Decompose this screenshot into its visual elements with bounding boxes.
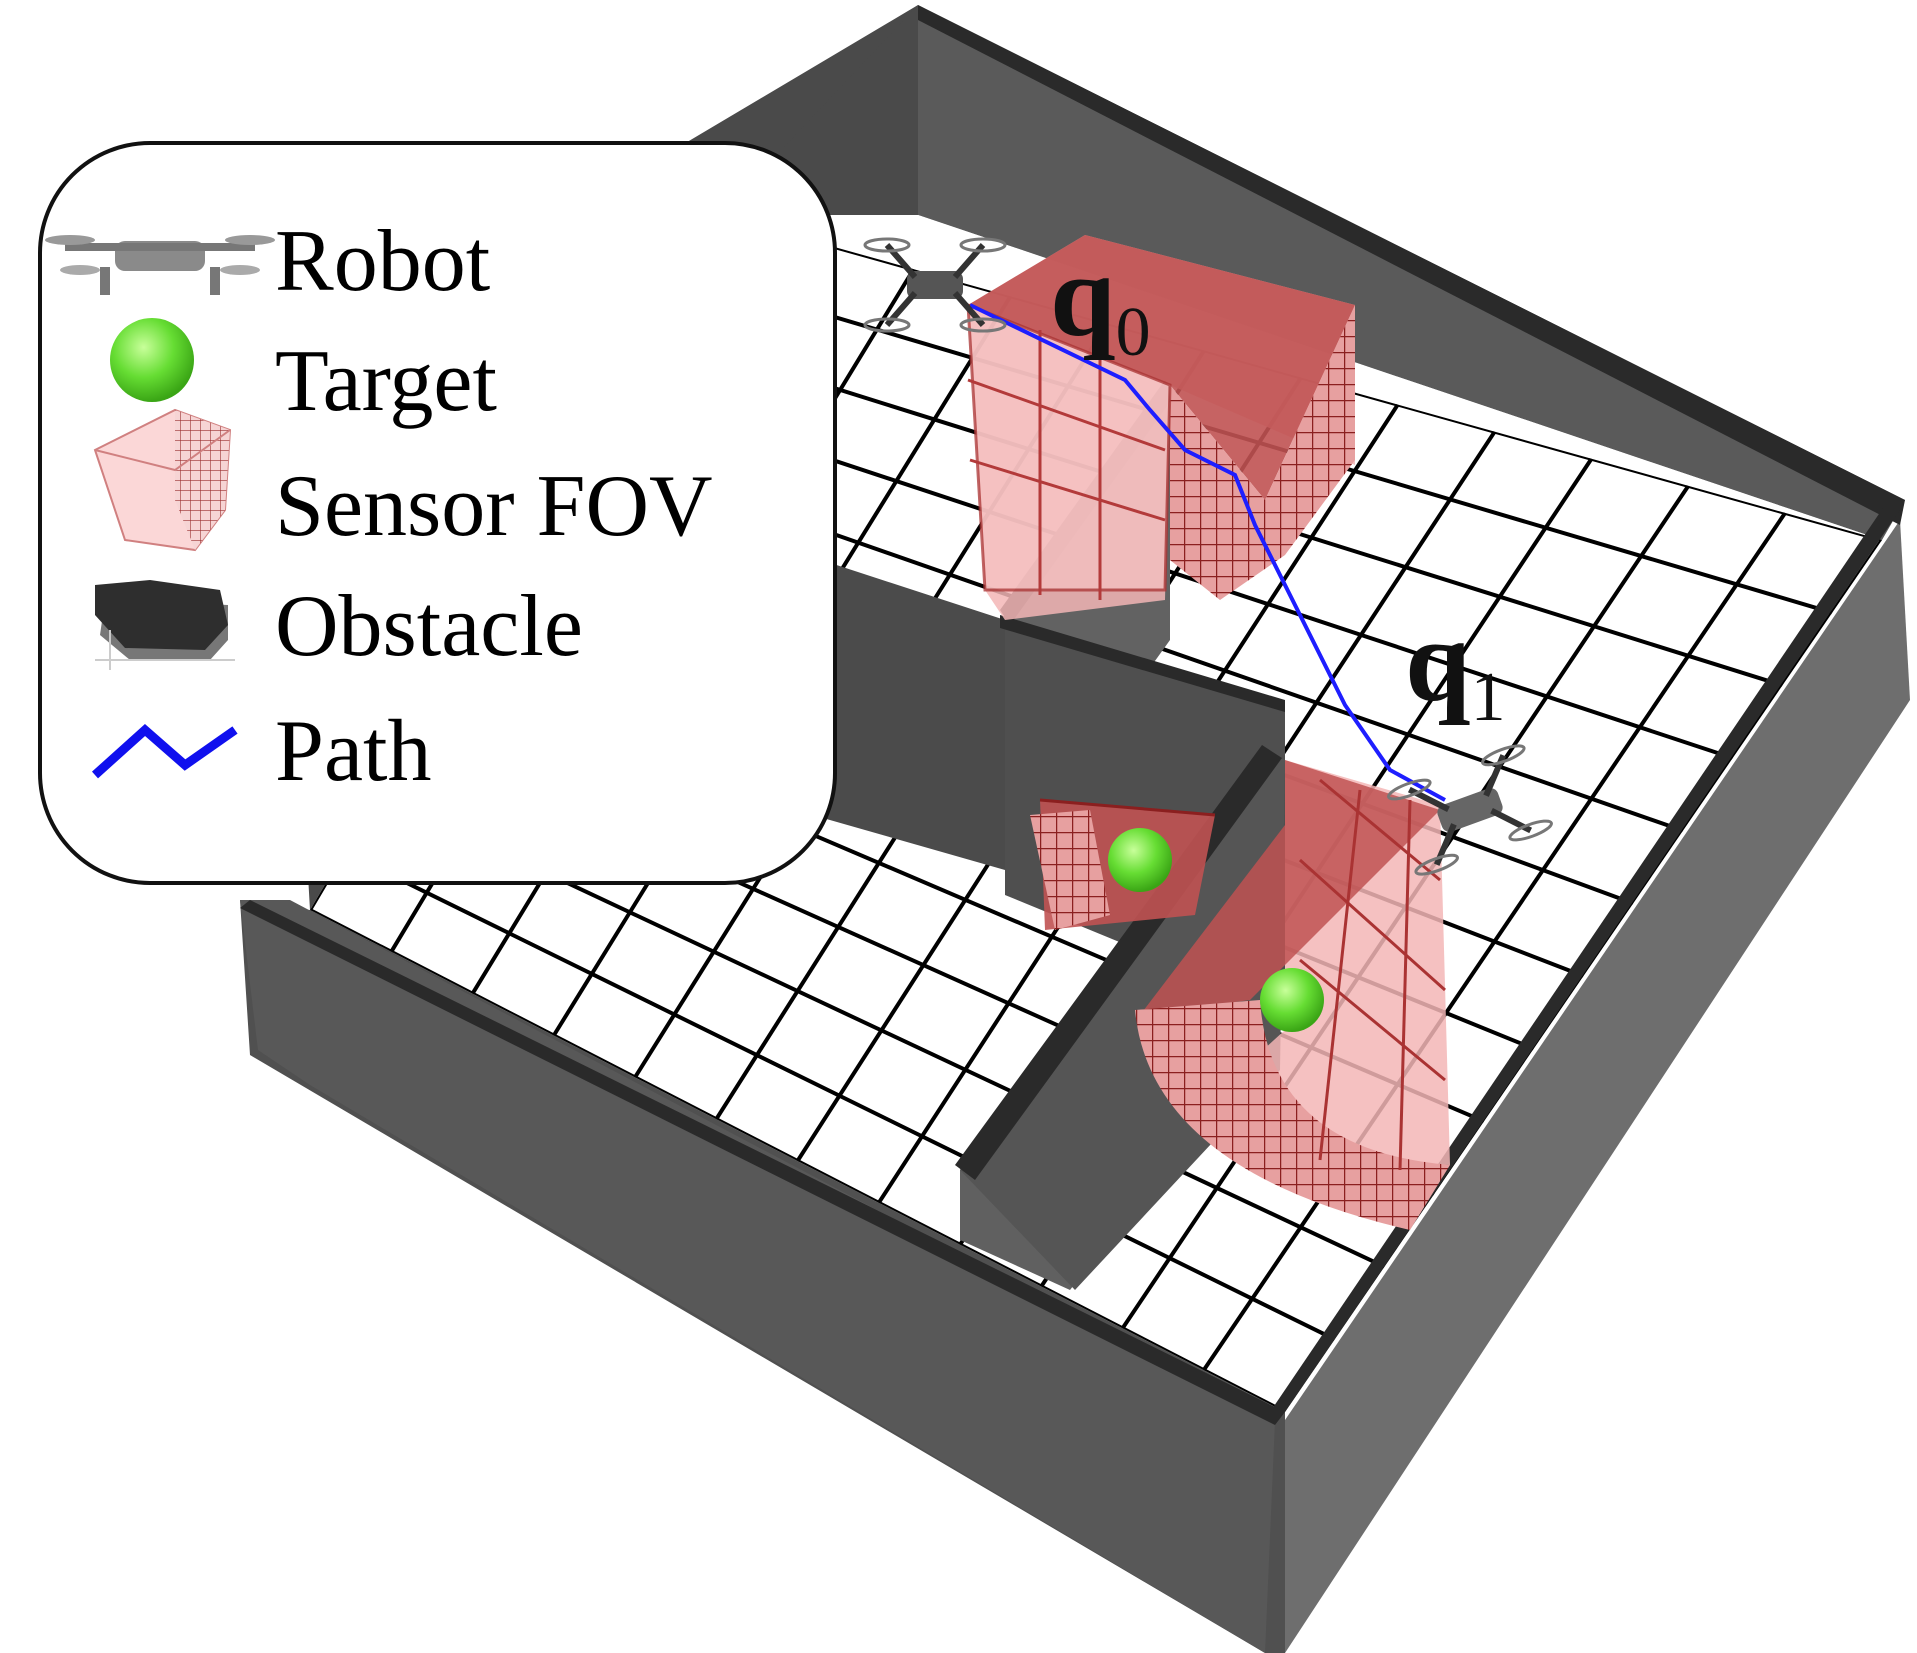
legend-label-path: Path (275, 703, 431, 800)
green-sphere-icon (110, 318, 194, 402)
outer-wall-right-face (1285, 520, 1910, 1653)
config-label-q0: q0 (1050, 230, 1151, 371)
config-label-q1: q1 (1405, 595, 1506, 736)
legend-label-obstacle: Obstacle (275, 578, 583, 675)
obstacle-icon (95, 580, 235, 670)
target-sphere-a (1108, 828, 1172, 892)
drone-q0 (863, 237, 1007, 333)
inner-wall-lower-vertical-side (960, 750, 1285, 1290)
outer-wall-left-face (240, 900, 1275, 1653)
drone-q1 (1387, 744, 1553, 876)
legend-box (38, 141, 837, 885)
legend: Robot Target Sensor FOV Obstacle Path (38, 141, 837, 885)
drone-icon (45, 235, 275, 295)
legend-label-sensor-fov: Sensor FOV (275, 458, 713, 555)
target-sphere-b (1260, 968, 1324, 1032)
path-line-icon (91, 723, 238, 779)
outer-wall-rim-right (918, 5, 1905, 525)
outer-wall-rim-front-left (240, 900, 1285, 1425)
sensor-fov-q1 (1135, 760, 1450, 1230)
robot-path (969, 303, 1446, 802)
legend-label-target: Target (275, 333, 497, 430)
legend-label-robot: Robot (275, 213, 490, 310)
inner-wall-middle-top (1000, 615, 1285, 712)
sensor-fov-icon (93, 408, 232, 552)
